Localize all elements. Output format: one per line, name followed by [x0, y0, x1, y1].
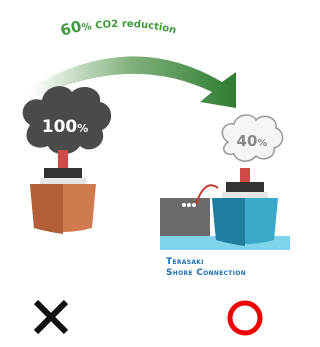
- brand-line1: Terasaki: [166, 257, 204, 267]
- reduction-amount: 60: [58, 17, 83, 40]
- reduction-label: % CO2 reduction: [81, 19, 177, 37]
- circle-mark: [230, 303, 260, 333]
- infographic: 60% CO2 reduction 100% 40% Terasaki Shor…: [0, 0, 291, 347]
- cross-mark: [36, 302, 66, 332]
- brand-line2: Shore Connection: [166, 268, 246, 278]
- ship-left: [30, 150, 96, 234]
- reduction-text: 60% CO2 reduction: [58, 17, 177, 40]
- ship-right: [160, 168, 290, 250]
